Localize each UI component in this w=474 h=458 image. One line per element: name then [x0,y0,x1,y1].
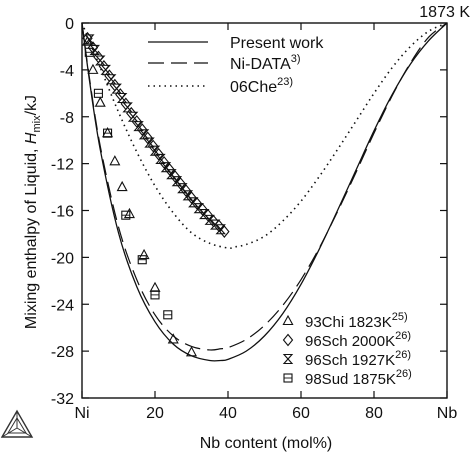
y-tick-label: -4 [60,63,74,80]
x-tick-label: Ni [74,405,89,422]
marker-96sch-1927k [127,111,139,122]
marker-98sud [150,290,160,300]
legend-label-96sch-2000: 96Sch 2000K26) [305,330,411,350]
y-tick-label: -28 [51,344,74,361]
marker-96sch-2000k [147,139,159,153]
x-axis-title: Nb content (mol%) [200,435,333,452]
legend-label-06che: 06Che23) [230,76,293,96]
legend-label-present-work: Present work [230,35,324,52]
legend-label-93chi: 93Chi 1823K25) [305,311,408,331]
y-tick-label: -20 [51,250,74,267]
y-tick-label: -32 [51,391,74,408]
marker-96sch-1927k [210,219,221,230]
curve-ni-data [81,22,448,351]
marker-96sch-1927k [182,190,194,201]
legend-symbol-square [283,373,293,383]
y-tick-label: -12 [51,157,74,174]
marker-96sch-1927k [171,176,183,187]
marker-96sch-2000k [142,131,153,145]
curve-present-work [81,22,448,362]
marker-96sch-2000k [115,88,126,101]
legend-symbol-hourglass [282,353,294,365]
marker-98sud [137,255,147,265]
y-axis-title-main: Mixing enthalpy of Liquid, [23,144,40,329]
marker-96sch-2000k [109,78,121,92]
marker-96sch-2000k [93,50,104,64]
y-tick-label: -8 [60,110,74,127]
marker-96sch-2000k [153,147,164,161]
logo-icon [0,409,34,438]
marker-93chi [149,281,161,292]
legend-symbol-diamond [282,333,294,347]
curve-06che [81,22,448,249]
marker-93chi [138,248,150,260]
y-tick-label: 0 [65,16,74,33]
marker-93chi [87,63,99,74]
curves [81,22,448,362]
y-tick-label: -24 [51,297,74,314]
marker-96sch-2000k [137,123,148,137]
marker-96sch-1927k [138,129,150,140]
plot-frame [81,22,448,399]
marker-96sch-1927k [160,162,172,173]
y-axis-title: Mixing enthalpy of Liquid, Hmix/kJ [23,95,43,329]
marker-96sch-1927k [89,44,100,56]
marker-96sch-1927k [111,83,122,94]
marker-96sch-2000k [104,69,115,83]
marker-96sch-1927k [95,55,106,66]
legend-label-ni-data: Ni-DATA3) [230,53,301,73]
marker-93chi [185,346,198,357]
marker-98sud [93,88,103,98]
marker-96sch-1927k [84,34,95,45]
marker-96sch-2000k [120,97,132,111]
y-axis-title-subscript: mix [31,115,43,133]
legend-label-98sud: 98Sud 1875K26) [305,368,412,388]
marker-96sch-1927k [105,74,117,85]
marker-96sch-1927k [149,145,161,156]
axis-ticks: Ni 20 40 60 80 Nb 0 -4 -8 -12 -16 -20 -24 -28 -32 [51,16,457,422]
marker-96sch-1927k [100,64,111,75]
data-markers [81,31,230,357]
legend-symbol-triangle [282,314,294,326]
y-axis-title-unit: /kJ [23,95,40,115]
marker-93chi [109,155,121,166]
marker-98sud [84,47,94,57]
marker-96sch-1927k [204,214,215,225]
marker-93chi [116,180,128,192]
marker-legend: 93Chi 1823K25) 96Sch 2000K26) 96Sch 1927… [282,311,412,388]
marker-93chi [167,333,179,344]
marker-93chi [94,96,106,107]
marker-96sch-1927k [144,137,155,148]
x-tick-label: 20 [146,405,164,422]
temperature-label: 1873 K [419,4,470,21]
x-tick-label: Nb [437,405,458,422]
marker-96sch-1927k [155,153,166,164]
line-legend: Present work Ni-DATA3) 06Che23) [148,35,324,96]
marker-96sch-1927k [122,102,133,113]
marker-98sud [103,128,113,138]
marker-96sch-1927k [177,183,188,194]
y-tick-label: -16 [51,204,74,221]
marker-96sch-1927k [116,92,128,104]
marker-96sch-2000k [158,156,170,169]
marker-98sud [121,210,131,220]
marker-96sch-1927k [215,224,226,235]
x-tick-label: 40 [219,405,237,422]
marker-96sch-2000k [131,115,142,128]
y-axis-title-symbol: H [23,132,40,144]
marker-96sch-1927k [133,121,144,132]
marker-96sch-1927k [166,169,177,180]
marker-96sch-2000k [126,106,137,120]
legend-label-96sch-1927: 96Sch 1927K26) [305,349,411,369]
x-tick-label: 60 [292,405,310,422]
x-tick-label: 80 [365,405,383,422]
marker-98sud [163,310,173,320]
